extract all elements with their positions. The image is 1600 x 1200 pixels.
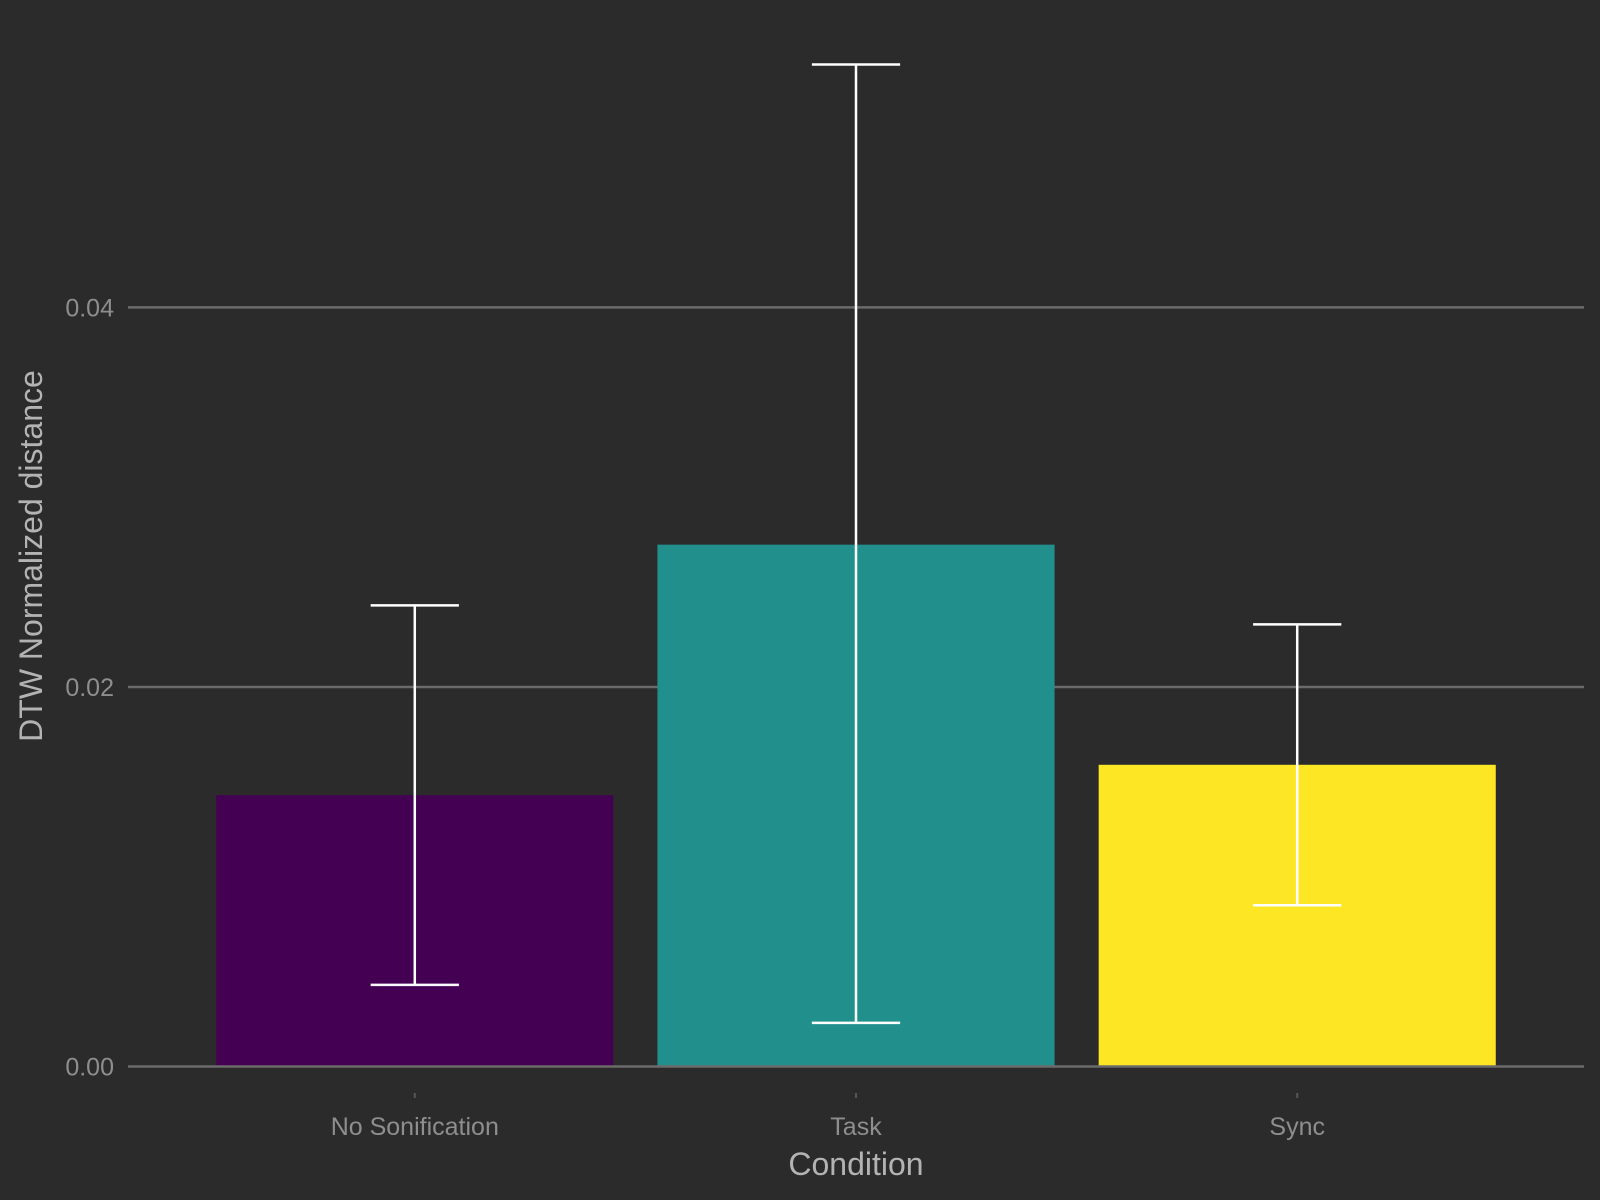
x-axis-title: Condition xyxy=(788,1146,923,1182)
x-tick-label: Sync xyxy=(1269,1113,1325,1141)
y-axis-title: DTW Normalized distance xyxy=(13,370,49,742)
y-tick-label: 0.00 xyxy=(65,1054,114,1082)
x-tick-labels: No Sonification Task Sync xyxy=(331,1093,1325,1141)
x-tick-label: Task xyxy=(830,1113,882,1141)
error-bars xyxy=(370,63,1342,1025)
error-bar-no-sonification xyxy=(370,604,459,987)
y-tick-label: 0.04 xyxy=(65,294,114,322)
y-tick-labels: 0.00 0.02 0.04 xyxy=(65,294,114,1081)
error-bar-sync xyxy=(1253,623,1342,907)
error-bar-task xyxy=(811,63,901,1025)
y-tick-label: 0.02 xyxy=(65,674,114,702)
x-tick-label: No Sonification xyxy=(331,1113,499,1141)
